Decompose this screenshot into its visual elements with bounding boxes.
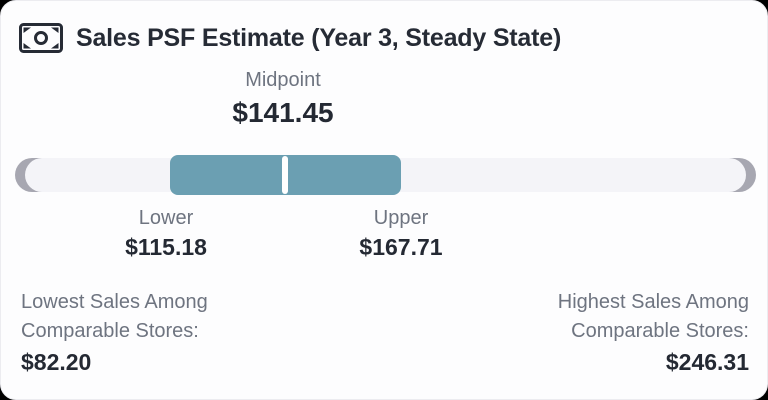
banknote-icon xyxy=(19,23,63,53)
upper-value: $167.71 xyxy=(359,234,443,260)
lower-value: $115.18 xyxy=(125,234,207,260)
lowest-comparable-line2: Comparable Stores: xyxy=(21,320,199,342)
lower-bound-block: Lower $115.18 xyxy=(125,206,207,261)
midpoint-value: $141.45 xyxy=(232,97,334,128)
slider-track xyxy=(25,155,746,195)
lowest-comparable-block: Lowest Sales Among Comparable Stores: $8… xyxy=(21,288,208,376)
card-header: Sales PSF Estimate (Year 3, Steady State… xyxy=(19,21,561,55)
page-title: Sales PSF Estimate (Year 3, Steady State… xyxy=(76,23,562,52)
slider-midpoint-marker xyxy=(282,156,289,194)
lower-label: Lower xyxy=(138,207,194,229)
upper-bound-block: Upper $167.71 xyxy=(359,206,442,261)
midpoint-block: Midpoint $141.45 xyxy=(232,68,333,129)
upper-label: Upper xyxy=(373,207,429,229)
midpoint-label: Midpoint xyxy=(245,69,321,91)
highest-comparable-block: Highest Sales Among Comparable Stores: $… xyxy=(558,288,749,376)
sales-range-slider xyxy=(15,155,756,195)
highest-comparable-line2: Comparable Stores: xyxy=(571,320,749,342)
lowest-comparable-value: $82.20 xyxy=(21,349,92,375)
lowest-comparable-line1: Lowest Sales Among xyxy=(21,291,208,313)
highest-comparable-line1: Highest Sales Among xyxy=(557,291,749,313)
highest-comparable-value: $246.31 xyxy=(665,349,749,375)
